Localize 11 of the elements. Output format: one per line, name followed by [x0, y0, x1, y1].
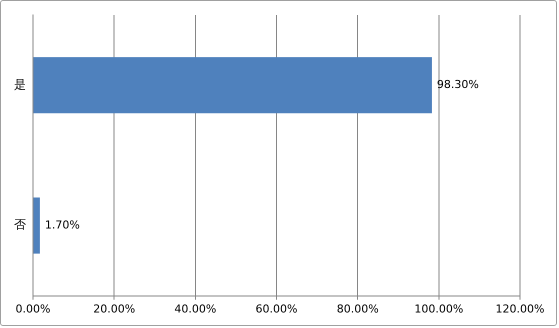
x-tick-label: 100.00%: [414, 302, 464, 316]
x-tick-label: 40.00%: [174, 302, 216, 316]
x-tick-label: 120.00%: [496, 302, 544, 316]
data-label: 98.30%: [436, 78, 479, 92]
y-tick-label: 是: [14, 77, 26, 92]
x-tick-label: 60.00%: [256, 302, 298, 316]
x-tick-label: 80.00%: [336, 302, 379, 316]
x-tick-label: 0.00%: [16, 302, 50, 316]
x-tick-label: 20.00%: [93, 302, 136, 316]
data-label: 1.70%: [44, 218, 80, 232]
y-tick-label: 否: [14, 218, 26, 232]
